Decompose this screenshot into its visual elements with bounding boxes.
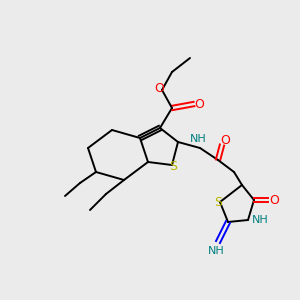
Text: S: S — [169, 160, 177, 172]
Text: NH: NH — [208, 246, 224, 256]
Text: O: O — [269, 194, 279, 206]
Text: O: O — [154, 82, 164, 95]
Text: O: O — [194, 98, 204, 110]
Text: NH: NH — [252, 215, 268, 225]
Text: O: O — [220, 134, 230, 146]
Text: NH: NH — [190, 134, 206, 144]
Text: S: S — [214, 196, 222, 209]
